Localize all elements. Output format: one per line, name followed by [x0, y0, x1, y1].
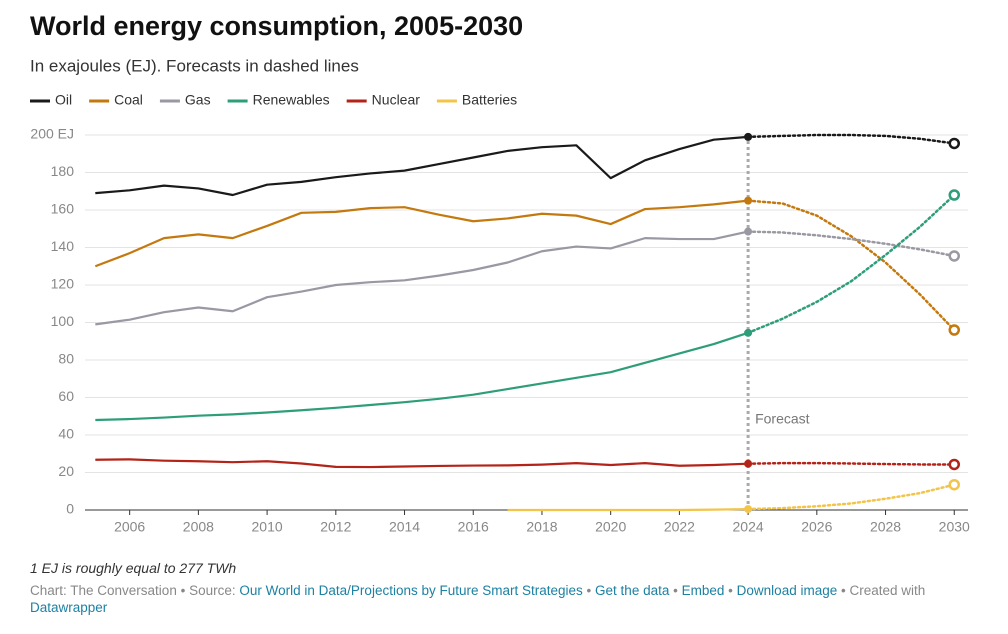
text: •	[673, 583, 678, 598]
legend-label: Gas	[185, 92, 211, 108]
note: 1 EJ is roughly equal to 277 TWh	[30, 560, 237, 576]
x-tick-label: 2024	[733, 519, 764, 535]
forecast-line-series	[746, 483, 956, 511]
y-tick-label: 20	[58, 463, 74, 479]
y-tick-label: 200 EJ	[30, 126, 74, 142]
x-tick-label: 2028	[870, 519, 901, 535]
x-tick-label: 2030	[939, 519, 970, 535]
text: •	[586, 583, 592, 598]
end-point	[948, 189, 961, 201]
x-tick-label: 2020	[595, 519, 626, 535]
y-tick-label: 0	[66, 501, 74, 517]
x-tick-label: 2012	[320, 519, 351, 535]
y-tick-label: 100	[51, 313, 75, 329]
end-point	[948, 478, 961, 491]
text: •	[841, 583, 846, 598]
x-tick-label: 2016	[458, 519, 489, 535]
x-tick-label: 2008	[183, 519, 214, 535]
end-point	[948, 250, 961, 262]
text: Chart: The Conversation	[30, 583, 177, 598]
footer: 1 EJ is roughly equal to 277 TWh Chart: …	[30, 560, 970, 616]
forecast-line-series	[746, 230, 956, 258]
point	[744, 328, 753, 337]
line-series	[95, 331, 749, 422]
point	[744, 505, 753, 514]
end-point	[948, 458, 961, 471]
x-tick-label: 2022	[664, 519, 695, 535]
line-series	[94, 199, 749, 268]
link[interactable]: Embed	[681, 583, 725, 598]
line-series	[95, 458, 749, 469]
legend-label: Batteries	[462, 92, 517, 108]
chart-title: World energy consumption, 2005-2030	[30, 11, 523, 41]
x-tick-label: 2014	[389, 519, 420, 535]
link[interactable]: Our World in Data/Projections by Future …	[239, 583, 583, 598]
chart-subtitle: In exajoules (EJ). Forecasts in dashed l…	[30, 56, 359, 75]
forecast-line-series	[746, 193, 956, 335]
x-tick-label: 2018	[526, 519, 557, 535]
line-series	[95, 230, 749, 326]
y-tick-label: 40	[58, 426, 74, 442]
x-tick-label: 2026	[801, 519, 832, 535]
legend-label: Renewables	[253, 92, 330, 108]
y-tick-label: 180	[51, 163, 75, 179]
line-series	[95, 135, 749, 197]
end-point	[948, 324, 961, 336]
forecast-line-series	[746, 461, 956, 466]
chart: World energy consumption, 2005-2030 In e…	[30, 11, 970, 535]
legend-label: Nuclear	[372, 92, 421, 108]
y-tick-label: 80	[58, 351, 74, 367]
point	[744, 227, 753, 236]
text: Source:	[189, 583, 236, 598]
forecast-line-series	[746, 199, 956, 332]
link[interactable]: Download image	[736, 583, 838, 598]
forecast-label: Forecast	[755, 411, 810, 427]
point	[744, 196, 753, 205]
source: Chart: The Conversation • Source: Our Wo…	[30, 582, 970, 616]
link[interactable]: Get the data	[595, 583, 670, 598]
point	[744, 132, 753, 141]
x-tick-label: 2010	[252, 519, 283, 535]
line-series	[507, 507, 749, 512]
end-point	[948, 137, 961, 150]
x-tick-label: 2006	[114, 519, 145, 535]
forecast-line-series	[746, 133, 956, 145]
y-tick-label: 120	[51, 276, 75, 292]
y-tick-label: 160	[51, 201, 75, 217]
legend-label: Oil	[55, 92, 72, 108]
y-tick-label: 140	[51, 238, 75, 254]
legend-label: Coal	[114, 92, 143, 108]
text: •	[728, 583, 733, 598]
point	[744, 459, 753, 468]
text: Created with	[849, 583, 926, 598]
link[interactable]: Datawrapper	[30, 600, 108, 615]
text: •	[180, 583, 186, 598]
y-tick-label: 60	[58, 388, 74, 404]
